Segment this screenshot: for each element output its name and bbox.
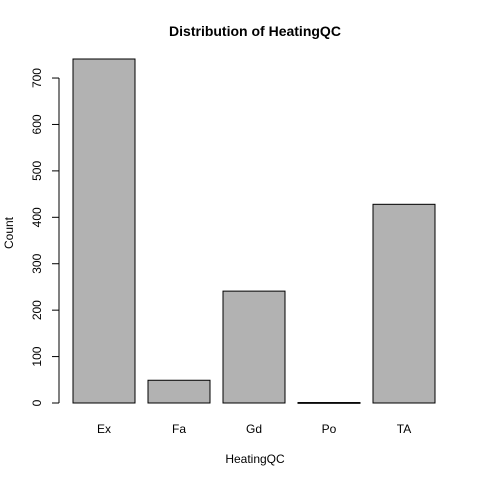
y-axis-label: Count [2, 216, 16, 249]
x-axis-label: HeatingQC [225, 452, 285, 466]
bar-ta [372, 203, 436, 404]
bar-gd [222, 290, 286, 404]
x-tick-label-gd: Gd [246, 422, 262, 436]
bar-ex [72, 58, 136, 404]
y-tick-label: 700 [30, 68, 44, 88]
bar-po [297, 402, 361, 404]
y-tick-label: 200 [30, 300, 44, 320]
y-tick-label: 0 [30, 399, 44, 406]
bars-group [72, 58, 436, 404]
y-axis: 0 100 200 300 400 500 600 700 [30, 68, 60, 406]
y-tick-label: 500 [30, 161, 44, 181]
y-tick-label: 400 [30, 207, 44, 227]
y-tick-label: 600 [30, 114, 44, 134]
x-tick-label-ex: Ex [97, 422, 111, 436]
y-tick-label: 100 [30, 346, 44, 366]
chart-title: Distribution of HeatingQC [169, 23, 341, 39]
x-tick-labels: Ex Fa Gd Po TA [97, 422, 411, 436]
bar-fa [147, 379, 211, 404]
y-tick-label: 300 [30, 253, 44, 273]
x-tick-label-po: Po [322, 422, 337, 436]
x-tick-label-ta: TA [397, 422, 411, 436]
x-tick-label-fa: Fa [172, 422, 186, 436]
